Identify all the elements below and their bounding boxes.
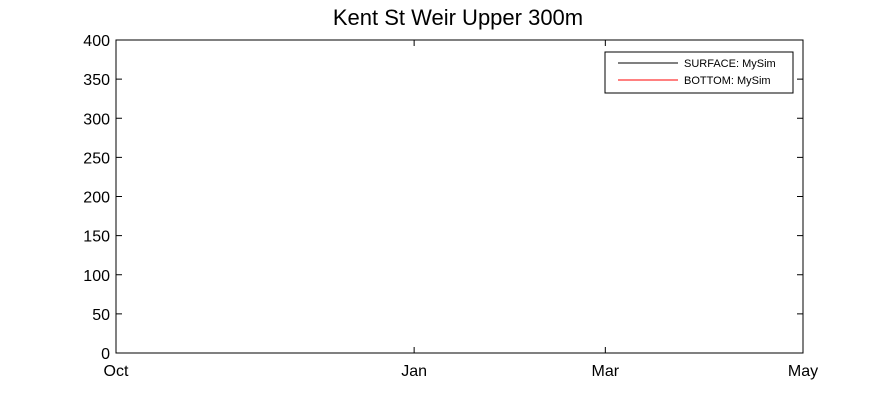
y-tick-label: 150 [83, 229, 110, 246]
chart-title: Kent St Weir Upper 300m [333, 5, 583, 30]
legend-label-surface: SURFACE: MySim [684, 58, 776, 70]
legend-label-bottom: BOTTOM: MySim [684, 75, 771, 87]
x-tick-label: Jan [401, 363, 427, 380]
y-tick-label: 200 [83, 190, 110, 207]
x-tick-label: Oct [104, 363, 129, 380]
x-axis: Oct Jan Mar May [104, 40, 818, 380]
x-tick-label: May [788, 363, 818, 380]
y-tick-label: 50 [92, 307, 110, 324]
y-tick-label: 300 [83, 111, 110, 128]
y-tick-label: 100 [83, 268, 110, 285]
legend-box [604, 51, 794, 94]
y-axis: 0 50 100 150 200 250 300 350 400 [83, 33, 803, 363]
legend: SURFACE: MySim BOTTOM: MySim [604, 51, 794, 94]
x-tick-label: Mar [592, 363, 620, 380]
y-tick-label: 0 [101, 346, 110, 363]
y-tick-label: 400 [83, 33, 110, 50]
y-tick-label: 250 [83, 150, 110, 167]
y-tick-label: 350 [83, 72, 110, 89]
